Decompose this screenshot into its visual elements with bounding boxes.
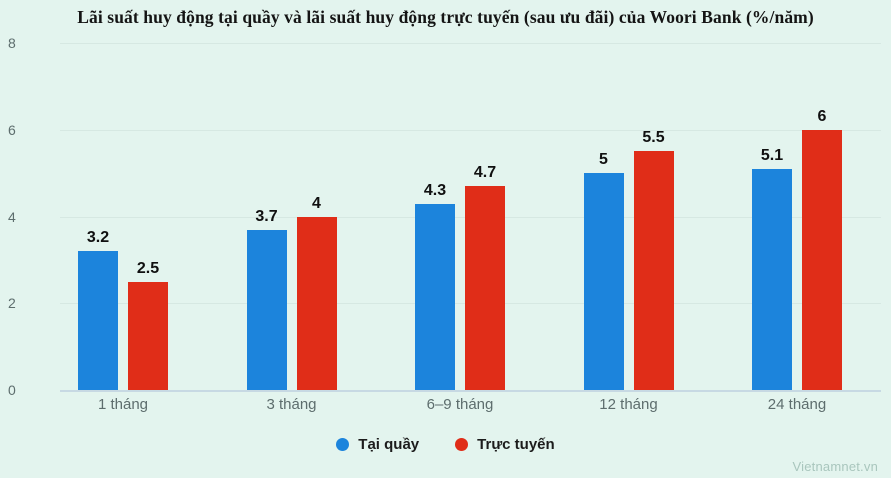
bar-cell: 5 <box>583 151 624 390</box>
legend-item-tai-quay: Tại quầy <box>336 436 419 453</box>
bar-cell: 6 <box>802 107 842 390</box>
bar-Tại quầy-3 tháng <box>246 229 287 390</box>
bar-cell: 5.1 <box>752 146 792 390</box>
bar-value-label: 4 <box>312 194 321 212</box>
bar-Trực tuyến-3 tháng <box>296 216 337 390</box>
y-tick-label-2: 2 <box>8 295 16 312</box>
bar-value-label: 5.5 <box>642 129 665 147</box>
bar-Tại quầy-24 tháng <box>752 168 792 390</box>
bar-Trực tuyến-1 tháng <box>128 281 168 390</box>
bar-Trực tuyến-12 tháng <box>633 151 674 390</box>
bar-group-3 tháng: 3.7 4 <box>246 194 337 390</box>
x-category-label: 6–9 tháng <box>426 396 494 413</box>
legend-label: Tại quầy <box>358 436 420 453</box>
x-axis: 1 tháng 3 tháng 6–9 tháng 12 tháng 24 tháng <box>60 396 881 413</box>
legend-item-truc-tuyen: Trực tuyến <box>455 436 555 453</box>
gridline-8 <box>60 43 881 44</box>
bar-value-label: 4.7 <box>473 164 497 182</box>
x-category-label: 12 tháng <box>599 396 658 413</box>
bar-cell: 4 <box>296 194 337 390</box>
legend-label: Trực tuyến <box>477 436 555 453</box>
bar-cell: 5.5 <box>633 129 674 390</box>
y-tick-label-0: 0 <box>8 382 16 398</box>
bar-Trực tuyến-6–9 tháng <box>465 186 505 390</box>
bar-group-6–9 tháng: 4.3 4.7 <box>415 165 505 390</box>
bar-cell: 2.5 <box>128 259 168 390</box>
bar-cell: 4.7 <box>465 165 505 390</box>
bar-cell: 3.7 <box>246 207 287 390</box>
bar-group-24 tháng: 5.1 6 <box>752 107 842 390</box>
bar-group-1 tháng: 3.2 2.5 <box>78 230 168 390</box>
x-category-label: 24 tháng <box>767 396 827 413</box>
bar-value-label: 3.2 <box>86 229 110 247</box>
gridline-6 <box>60 129 881 131</box>
bars-container: 3.2 2.5 3.7 4 4.3 4.7 5 5.5 5.1 6 <box>60 43 881 390</box>
bar-Tại quầy-12 tháng <box>583 173 624 390</box>
bar-Tại quầy-1 tháng <box>78 251 118 390</box>
gridline-0 <box>60 390 881 392</box>
y-tick-label-4: 4 <box>8 208 16 225</box>
x-category-label: 3 tháng <box>266 396 317 413</box>
y-tick-label-8: 8 <box>8 35 16 51</box>
bar-Trực tuyến-24 tháng <box>802 129 842 390</box>
bar-value-label: 4.3 <box>423 181 447 199</box>
legend-dot-red-icon <box>455 438 469 451</box>
bar-value-label: 5 <box>599 151 608 169</box>
bar-cell: 4.3 <box>415 181 455 390</box>
chart-title: Lãi suất huy động tại quầy và lãi suất h… <box>77 7 814 27</box>
legend: Tại quầy Trực tuyến <box>0 436 891 453</box>
y-tick-label-6: 6 <box>8 121 16 138</box>
bar-value-label: 2.5 <box>136 259 160 277</box>
plot-area: 3.2 2.5 3.7 4 4.3 4.7 5 5.5 5.1 6 <box>60 43 881 392</box>
bar-Tại quầy-6–9 tháng <box>415 203 455 390</box>
bar-value-label: 3.7 <box>255 207 278 225</box>
bar-value-label: 6 <box>817 107 827 125</box>
legend-dot-blue-icon <box>336 438 350 451</box>
bar-value-label: 5.1 <box>760 146 784 164</box>
watermark: Vietnamnet.vn <box>792 459 878 474</box>
x-category-label: 1 tháng <box>97 396 149 413</box>
bar-cell: 3.2 <box>78 230 118 390</box>
bar-group-12 tháng: 5 5.5 <box>583 129 674 390</box>
